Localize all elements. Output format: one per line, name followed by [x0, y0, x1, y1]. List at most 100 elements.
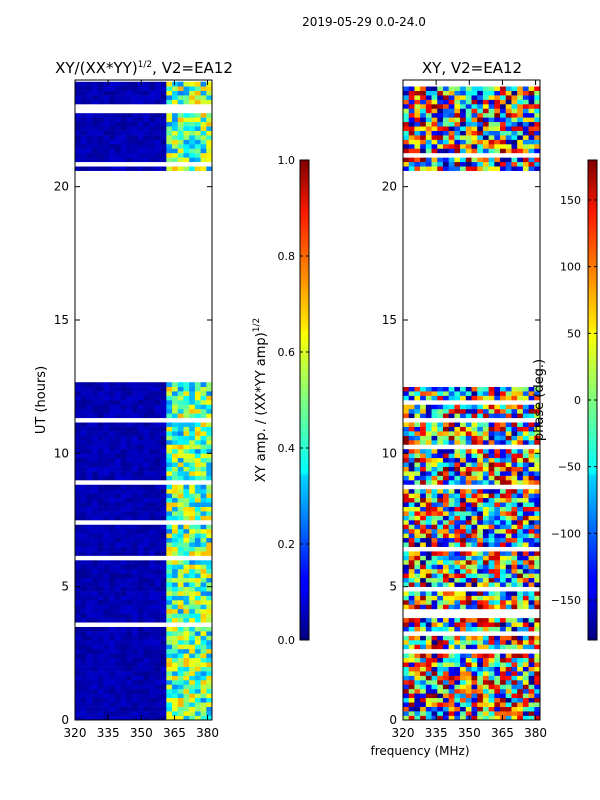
heatmap-cell: [511, 86, 518, 91]
heatmap-cell: [154, 555, 161, 561]
heatmap-cell: [177, 582, 184, 587]
heatmap-cell: [160, 391, 167, 396]
heatmap-cell: [103, 542, 110, 547]
heatmap-cell: [442, 617, 449, 623]
heatmap-cell: [206, 90, 212, 96]
heatmap-cell: [505, 417, 512, 423]
heatmap-cell: [183, 600, 190, 605]
heatmap-cell: [522, 444, 529, 450]
heatmap-cell: [488, 511, 495, 516]
heatmap-cell: [86, 413, 93, 419]
heatmap-cell: [166, 653, 173, 659]
heatmap-cell: [97, 480, 104, 485]
heatmap-cell: [437, 466, 444, 472]
heatmap-cell: [500, 108, 507, 114]
heatmap-cell: [126, 157, 133, 163]
heatmap-cell: [143, 471, 150, 476]
heatmap-cell: [109, 653, 116, 659]
heatmap-cell: [511, 81, 518, 87]
heatmap-cell: [414, 520, 421, 525]
heatmap-cell: [149, 126, 156, 131]
heatmap-cell: [80, 126, 87, 131]
heatmap-cell: [86, 662, 93, 667]
heatmap-cell: [109, 448, 116, 454]
heatmap-cell: [86, 121, 93, 127]
heatmap-cell: [86, 595, 93, 601]
heatmap-cell: [92, 706, 99, 712]
heatmap-cell: [75, 702, 82, 707]
heatmap-cell: [103, 422, 110, 427]
heatmap-cell: [149, 440, 156, 445]
heatmap-cell: [420, 166, 427, 171]
heatmap-cell: [437, 462, 444, 467]
heatmap-cell: [149, 435, 156, 441]
heatmap-cell: [154, 511, 161, 516]
heatmap-cell: [448, 702, 455, 707]
heatmap-cell: [511, 497, 518, 503]
heatmap-cell: [172, 90, 179, 96]
heatmap-cell: [177, 693, 184, 699]
heatmap-cell: [75, 99, 82, 105]
heatmap-cell: [511, 435, 518, 441]
heatmap-cell: [149, 395, 156, 401]
heatmap-cell: [189, 706, 196, 712]
heatmap-cell: [132, 666, 139, 672]
heatmap-cell: [482, 511, 489, 516]
y-tick-label: 5: [389, 580, 397, 594]
heatmap-cell: [109, 99, 116, 105]
heatmap-cell: [500, 631, 507, 636]
heatmap-cell: [517, 95, 524, 100]
heatmap-cell: [97, 511, 104, 516]
heatmap-cell: [143, 631, 150, 636]
heatmap-cell: [149, 130, 156, 136]
heatmap-cell: [488, 117, 495, 123]
heatmap-cell: [120, 497, 127, 503]
heatmap-cell: [80, 480, 87, 485]
heatmap-cell: [494, 440, 501, 445]
heatmap-cell: [477, 108, 484, 114]
heatmap-cell: [448, 533, 455, 539]
heatmap-cell: [126, 560, 133, 565]
heatmap-cell: [92, 657, 99, 663]
heatmap-cell: [460, 688, 467, 694]
heatmap-cell: [425, 161, 432, 167]
heatmap-cell: [86, 564, 93, 570]
heatmap-cell: [183, 453, 190, 459]
heatmap-cell: [166, 144, 173, 149]
heatmap-cell: [403, 493, 410, 499]
heatmap-cell: [177, 648, 184, 654]
heatmap-cell: [154, 528, 161, 534]
heatmap-cell: [166, 493, 173, 499]
heatmap-cell: [194, 90, 201, 96]
heatmap-cell: [160, 493, 167, 499]
heatmap-cell: [177, 104, 184, 109]
heatmap-cell: [425, 395, 432, 401]
heatmap-cell: [477, 511, 484, 516]
heatmap-cell: [488, 444, 495, 450]
heatmap-cell: [471, 426, 478, 432]
heatmap-cell: [92, 546, 99, 552]
heatmap-cell: [414, 408, 421, 414]
heatmap-cell: [177, 417, 184, 423]
heatmap-cell: [522, 680, 529, 685]
heatmap-cell: [517, 706, 524, 712]
heatmap-cell: [86, 524, 93, 530]
heatmap-cell: [465, 475, 472, 481]
heatmap-cell: [92, 462, 99, 467]
heatmap-cell: [132, 551, 139, 556]
heatmap-cell: [454, 551, 461, 556]
heatmap-cell: [149, 537, 156, 543]
heatmap-cell: [477, 577, 484, 583]
heatmap-cell: [206, 568, 212, 574]
heatmap-cell: [149, 631, 156, 636]
heatmap-cell: [471, 640, 478, 645]
heatmap-cell: [482, 81, 489, 87]
heatmap-cell: [97, 382, 104, 387]
heatmap-cell: [143, 90, 150, 96]
heatmap-cell: [97, 440, 104, 445]
heatmap-cell: [132, 475, 139, 481]
heatmap-cell: [425, 417, 432, 423]
heatmap-cell: [120, 431, 127, 436]
heatmap-cell: [534, 480, 540, 485]
